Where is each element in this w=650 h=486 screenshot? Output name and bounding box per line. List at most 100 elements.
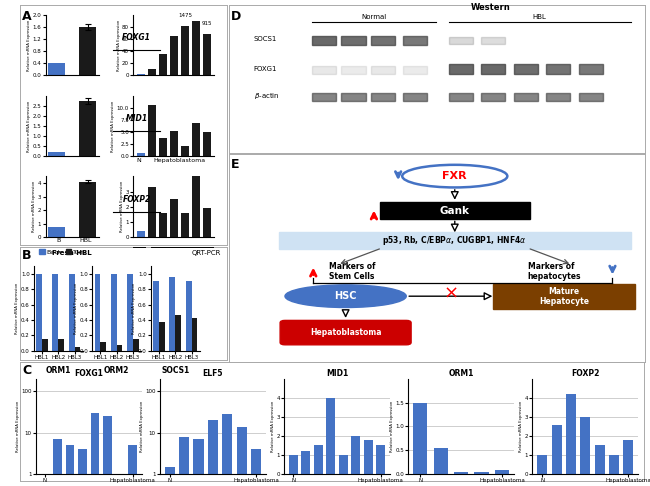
Y-axis label: Relative mRNA Expression: Relative mRNA Expression [390,401,394,452]
Y-axis label: Relative mRNA Expression: Relative mRNA Expression [16,283,20,334]
Text: MID1: MID1 [125,114,148,123]
Bar [58,339,64,351]
Bar [137,153,145,156]
Bar [352,436,360,474]
Bar [537,455,547,474]
Bar [79,27,96,75]
Bar [208,420,218,486]
Bar [153,281,159,351]
Text: HBL: HBL [79,238,92,243]
Text: Hepatoblastoma: Hepatoblastoma [153,157,206,163]
Text: Mature
Hepatocyte: Mature Hepatocyte [539,287,589,307]
Bar [48,227,65,237]
Text: SOCS1: SOCS1 [254,36,277,42]
Bar [90,413,99,486]
Bar [434,448,448,474]
Bar [341,66,365,74]
Bar [339,455,348,474]
Y-axis label: Relative mRNA Expression: Relative mRNA Expression [27,101,31,152]
Bar [578,64,603,74]
Bar [203,34,211,75]
Y-axis label: Relative mRNA Expression: Relative mRNA Expression [74,283,78,334]
Title: ELF5: ELF5 [203,369,223,378]
Bar [69,274,75,351]
Bar [314,445,322,474]
Title: FOXG1: FOXG1 [74,369,103,378]
Y-axis label: Relative mRNA Expression: Relative mRNA Expression [133,283,136,334]
Text: FOXG1: FOXG1 [122,33,151,42]
Y-axis label: Relative mRNA Expression: Relative mRNA Expression [140,401,144,452]
Bar [100,342,106,351]
Bar [514,64,538,74]
Text: FXR: FXR [443,171,467,181]
Bar [148,105,156,156]
Bar [203,208,211,237]
Bar [194,439,203,486]
Text: Gank: Gank [440,206,470,216]
Bar [53,274,58,351]
Bar [137,73,145,75]
Bar [78,449,87,486]
Text: Normal: Normal [361,15,386,20]
Bar [170,199,177,237]
Y-axis label: Relative mRNA Expression: Relative mRNA Expression [271,401,275,452]
FancyBboxPatch shape [493,284,634,309]
Bar [312,66,337,74]
Text: Markers of
Stem Cells: Markers of Stem Cells [330,262,376,281]
Text: HBL: HBL [532,15,547,20]
Text: B: B [22,249,32,262]
Bar [192,176,200,237]
Bar [128,445,137,486]
Bar [251,449,261,486]
Text: C: C [22,364,31,377]
Bar [159,54,166,75]
Bar [192,318,198,351]
Text: D: D [231,10,241,23]
Bar [75,347,81,351]
Bar [454,472,469,474]
Bar [159,138,166,156]
Bar [186,281,192,351]
X-axis label: SOCS1: SOCS1 [161,365,189,375]
Bar [481,64,506,74]
Bar [94,274,100,351]
Bar [159,322,164,351]
Bar [370,66,395,74]
Bar [578,93,603,102]
Bar [133,339,139,351]
Text: A: A [22,10,32,23]
Bar [40,474,49,486]
Bar [326,398,335,474]
Bar [623,440,634,474]
Title: FOXP2: FOXP2 [571,369,599,378]
X-axis label: ORM2: ORM2 [104,365,129,375]
Bar [170,131,177,156]
Bar [481,93,506,102]
Text: Hepatoblastoma: Hepatoblastoma [310,328,382,337]
Bar [341,36,365,45]
Bar [79,182,96,237]
Bar [580,417,590,474]
Bar [164,467,175,486]
Ellipse shape [285,285,406,308]
FancyBboxPatch shape [380,202,530,219]
Bar [48,63,65,75]
Text: N: N [136,157,142,163]
Bar [448,93,473,102]
Text: $\beta$-actin: $\beta$-actin [254,91,280,101]
Text: 1475: 1475 [178,13,192,18]
Bar [170,278,175,351]
Text: $\times$: $\times$ [443,284,458,302]
Bar [364,440,372,474]
Y-axis label: Relative mRNA Expression: Relative mRNA Expression [32,181,36,232]
Bar [403,93,428,102]
Bar [127,274,133,351]
Bar [448,64,473,74]
Bar [148,69,156,75]
Text: HSC: HSC [334,291,357,301]
Bar [192,123,200,156]
Bar [595,445,604,474]
Bar [370,36,395,45]
Bar [474,472,489,474]
Bar [312,93,337,102]
